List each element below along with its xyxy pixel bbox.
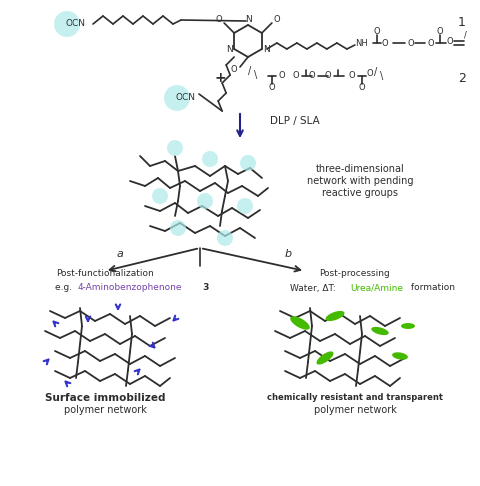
Text: O: O xyxy=(293,71,300,81)
Text: O: O xyxy=(446,36,453,46)
Ellipse shape xyxy=(401,323,415,329)
Text: /: / xyxy=(374,67,378,77)
Text: N: N xyxy=(264,45,270,53)
Text: Surface immobilized: Surface immobilized xyxy=(45,393,165,403)
Text: chemically resistant and transparent: chemically resistant and transparent xyxy=(267,394,443,402)
Text: Urea/Amine: Urea/Amine xyxy=(350,283,403,293)
Text: O: O xyxy=(231,65,237,73)
Text: O: O xyxy=(274,16,280,24)
Text: O: O xyxy=(408,38,414,48)
Circle shape xyxy=(152,188,168,204)
Text: O: O xyxy=(382,38,388,48)
Text: O: O xyxy=(348,71,355,81)
Text: O: O xyxy=(367,69,373,79)
Circle shape xyxy=(197,193,213,209)
Circle shape xyxy=(202,151,218,167)
Text: \: \ xyxy=(254,70,258,80)
Text: O: O xyxy=(269,84,276,92)
Text: polymer network: polymer network xyxy=(63,405,146,415)
Text: O: O xyxy=(436,27,443,35)
Text: O: O xyxy=(309,71,315,81)
Text: O: O xyxy=(324,71,331,81)
Text: N: N xyxy=(245,16,252,24)
Text: OCN: OCN xyxy=(65,19,85,29)
Text: OCN: OCN xyxy=(175,93,195,103)
Text: N: N xyxy=(226,45,232,53)
Circle shape xyxy=(167,140,183,156)
Text: O: O xyxy=(216,16,222,24)
Circle shape xyxy=(170,220,186,236)
Text: polymer network: polymer network xyxy=(313,405,396,415)
Text: /: / xyxy=(465,31,468,39)
Circle shape xyxy=(217,230,233,246)
Text: e.g.: e.g. xyxy=(55,283,75,293)
Circle shape xyxy=(237,198,253,214)
Ellipse shape xyxy=(290,316,310,330)
Text: formation: formation xyxy=(408,283,455,293)
Ellipse shape xyxy=(371,327,389,335)
Circle shape xyxy=(240,155,256,171)
Text: three-dimensional
network with pending
reactive groups: three-dimensional network with pending r… xyxy=(307,164,413,198)
Text: Water, ΔT:: Water, ΔT: xyxy=(290,283,338,293)
Text: O: O xyxy=(428,38,434,48)
Text: O: O xyxy=(359,84,365,92)
Circle shape xyxy=(164,85,190,111)
Circle shape xyxy=(54,11,80,37)
Text: +: + xyxy=(214,71,226,85)
Text: Post-functionalization: Post-functionalization xyxy=(56,270,154,278)
Text: 4-Aminobenzophenone: 4-Aminobenzophenone xyxy=(78,283,182,293)
Text: b: b xyxy=(285,249,291,259)
Text: O: O xyxy=(279,71,285,81)
Text: a: a xyxy=(117,249,123,259)
Text: Post-processing: Post-processing xyxy=(320,270,390,278)
Text: 1: 1 xyxy=(458,17,466,30)
Text: \: \ xyxy=(380,71,384,81)
Text: NH: NH xyxy=(356,38,368,48)
Text: /: / xyxy=(248,66,252,76)
Text: DLP / SLA: DLP / SLA xyxy=(270,116,320,126)
Ellipse shape xyxy=(325,311,345,321)
Ellipse shape xyxy=(392,352,408,360)
Ellipse shape xyxy=(316,351,334,364)
Text: 3: 3 xyxy=(200,283,209,293)
Text: O: O xyxy=(373,27,380,35)
Text: 2: 2 xyxy=(458,71,466,85)
